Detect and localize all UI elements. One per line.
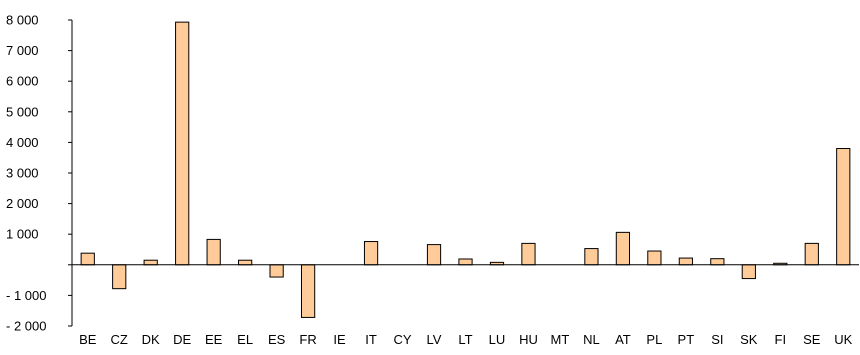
bar-se (804, 242, 819, 266)
bar-uk (836, 148, 851, 266)
bar-sk (741, 264, 756, 280)
bar-es (269, 264, 284, 278)
x-tick-label: IE (333, 332, 346, 347)
bar-ee (206, 238, 221, 266)
y-tick-label: 8 000 (6, 13, 39, 28)
x-tick-label: IT (365, 332, 377, 347)
x-tick-label: PL (646, 332, 662, 347)
x-tick-label: HU (519, 332, 538, 347)
bar-cz (112, 264, 127, 290)
x-tick-label: UK (834, 332, 852, 347)
bar-el (238, 259, 253, 266)
x-axis-labels: BE CZ DK DE EE EL ES FR IE IT CY LV LT LU HU MT NL AT PL PT… (79, 332, 853, 347)
x-tick-label: CZ (111, 332, 128, 347)
x-tick-label: MT (551, 332, 570, 347)
x-tick-label: LV (427, 332, 442, 347)
bar-dk (143, 259, 158, 266)
bar-at (615, 231, 631, 266)
x-tick-label: EL (237, 332, 253, 347)
y-tick-label: 3 000 (6, 166, 39, 181)
bar-lt (458, 258, 473, 266)
x-tick-label: LU (489, 332, 506, 347)
bar-nl (584, 248, 599, 266)
bar-lv (426, 244, 442, 266)
x-tick-label: SE (803, 332, 821, 347)
x-tick-label: CY (394, 332, 412, 347)
y-tick-label: 5 000 (6, 104, 39, 119)
bar-it (363, 241, 379, 266)
bar-de (175, 21, 190, 266)
x-tick-label: DE (173, 332, 191, 347)
x-tick-label: PT (678, 332, 695, 347)
x-tick-label: FR (299, 332, 316, 347)
x-tick-label: DK (142, 332, 160, 347)
y-tick-label: 1 000 (6, 227, 39, 242)
x-tick-label: LT (458, 332, 472, 347)
x-tick-label: BE (79, 332, 97, 347)
y-tick-label: - 1 000 (6, 288, 46, 303)
bars (80, 21, 851, 318)
y-tick-label: 7 000 (6, 43, 39, 58)
bar-fr (300, 264, 316, 318)
x-tick-label: FI (775, 332, 787, 347)
x-tick-label: SI (711, 332, 723, 347)
bar-be (80, 252, 95, 266)
x-tick-label: NL (583, 332, 600, 347)
y-tick-label: 6 000 (6, 74, 39, 89)
x-tick-label: ES (268, 332, 286, 347)
y-axis-ticks: - 2 000 - 1 000 1 000 2 000 3 000 4 000 5 000 6… (6, 13, 72, 334)
y-tick-label: 2 000 (6, 196, 39, 211)
y-tick-label: 4 000 (6, 135, 39, 150)
x-tick-label: EE (205, 332, 223, 347)
y-tick-label: - 2 000 (6, 319, 46, 334)
bar-hu (521, 242, 536, 266)
x-tick-label: SK (740, 332, 758, 347)
x-tick-label: AT (615, 332, 631, 347)
bar-si (710, 258, 725, 266)
bar-pt (678, 257, 693, 266)
bar-pl (647, 250, 662, 266)
